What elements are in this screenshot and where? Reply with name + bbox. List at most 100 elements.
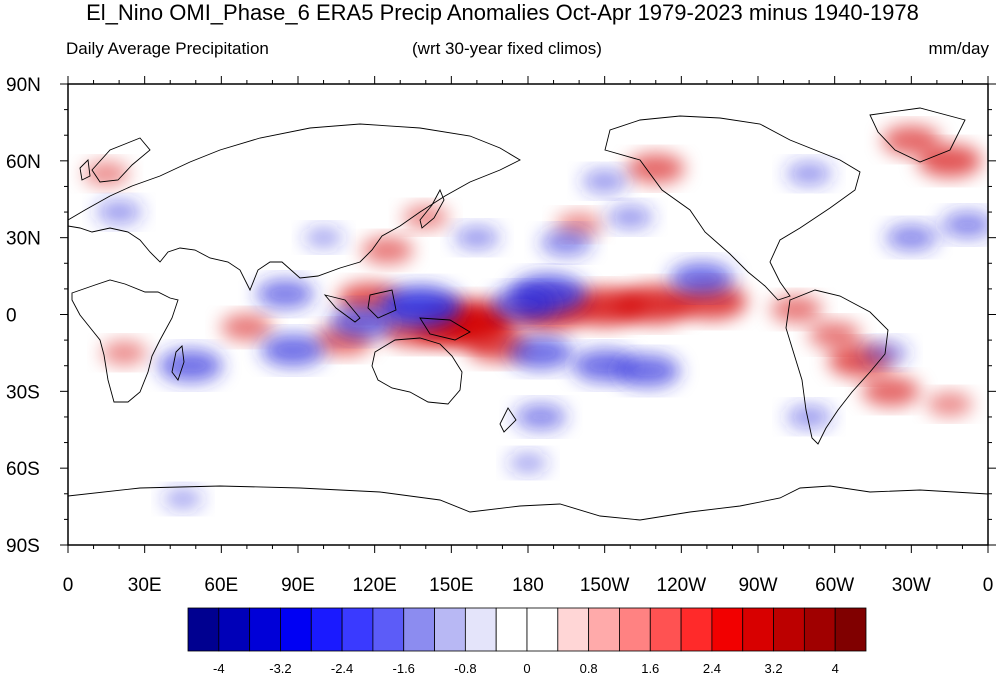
colorbar-label: -2.4	[331, 661, 353, 676]
lon-label: 0	[983, 575, 994, 596]
colorbar-swatch	[680, 607, 713, 652]
lat-label: 60S	[6, 459, 40, 480]
positive-anomaly	[402, 204, 449, 230]
coastline-new-guinea	[419, 317, 471, 341]
coastline-australia	[371, 337, 463, 405]
colorbar-swatch	[341, 607, 374, 652]
subtitle-left: Daily Average Precipitation	[66, 39, 269, 58]
negative-anomaly	[616, 354, 681, 388]
coastline-sumatra	[323, 294, 361, 323]
negative-anomaly	[540, 229, 593, 257]
units-label: mm/day	[928, 39, 989, 58]
negative-anomaly	[862, 340, 909, 366]
negative-anomaly	[786, 161, 833, 186]
colorbar-swatch	[649, 607, 682, 652]
negative-anomaly	[941, 211, 988, 239]
coastline-africa	[71, 279, 179, 403]
positive-anomaly	[770, 295, 823, 323]
coastline-south-america	[785, 289, 889, 445]
lon-label: 150E	[429, 575, 473, 596]
negative-anomaly	[508, 452, 548, 474]
lon-label: 30E	[128, 575, 162, 596]
coastline-japan	[419, 188, 445, 229]
lon-label: 180	[512, 575, 544, 596]
axis-ticks	[60, 76, 996, 553]
lon-label: 60W	[815, 575, 854, 596]
lon-label: 0	[63, 575, 74, 596]
map-title: El_Nino OMI_Phase_6 ERA5 Precip Anomalie…	[86, 0, 919, 25]
coastline-new-zealand	[499, 407, 517, 433]
colorbar	[187, 607, 867, 652]
lat-label: 90N	[6, 75, 41, 96]
colorbar-label: 1.6	[641, 661, 659, 676]
lon-label: 90W	[738, 575, 777, 596]
positive-anomaly	[101, 340, 148, 366]
negative-anomaly	[514, 403, 567, 431]
colorbar-label: -4	[213, 661, 225, 676]
positive-anomaly	[617, 285, 694, 324]
colorbar-swatch	[619, 607, 651, 652]
negative-anomaly	[885, 224, 938, 252]
coastline-eurasia	[68, 123, 521, 292]
colorbar-swatch	[280, 607, 312, 652]
lat-label: 30N	[6, 229, 41, 250]
colorbar-swatch	[218, 607, 251, 652]
coastline-borneo	[367, 289, 397, 319]
positive-anomaly	[220, 313, 273, 341]
negative-anomaly	[158, 349, 223, 383]
lon-label: 30W	[892, 575, 931, 596]
colorbar-label: -1.6	[393, 661, 415, 676]
colorbar-label: -0.8	[454, 661, 476, 676]
subtitle-center: (wrt 30-year fixed climos)	[412, 39, 602, 58]
negative-anomaly	[453, 225, 500, 250]
lon-label: 120W	[657, 575, 707, 596]
lon-label: 90E	[281, 575, 315, 596]
positive-anomaly	[926, 391, 973, 417]
colorbar-label: 0.8	[580, 661, 598, 676]
coastline-madagascar	[171, 345, 185, 381]
colorbar-swatch	[588, 607, 620, 652]
colorbar-swatch	[773, 607, 805, 652]
negative-anomaly	[256, 279, 315, 310]
lon-label: 60E	[204, 575, 238, 596]
negative-anomaly	[669, 262, 734, 296]
longitude-labels: 0 30E 60E 90E 120E 150E 180 150W 120W 90W 60W 30W 0	[63, 575, 994, 596]
latitude-labels: 90N 60N 30N 0 30S 60S 90S	[6, 75, 41, 557]
negative-anomaly	[786, 404, 833, 430]
negative-anomaly	[490, 287, 555, 321]
colorbar-swatch	[249, 607, 281, 652]
colorbar-swatch	[834, 607, 867, 652]
lat-label: 0	[6, 306, 17, 327]
colorbar-label: 0	[523, 661, 530, 676]
colorbar-swatch	[803, 607, 836, 652]
negative-anomaly	[329, 305, 394, 339]
positive-anomaly	[361, 236, 414, 265]
lat-label: 30S	[6, 382, 40, 403]
negative-anomaly	[607, 204, 654, 230]
negative-anomaly	[581, 169, 628, 194]
colorbar-label: 2.4	[703, 661, 721, 676]
colorbar-swatch	[557, 607, 590, 652]
positive-anomaly	[808, 321, 861, 349]
coastline-greenland	[869, 107, 966, 163]
coastline-uk	[79, 159, 91, 181]
colorbar-label: 4	[832, 661, 839, 676]
colorbar-swatch	[372, 607, 405, 652]
positive-anomaly	[917, 144, 982, 178]
positive-anomaly	[83, 161, 130, 186]
colorbar-swatch	[434, 607, 466, 652]
colorbar-swatch	[742, 607, 774, 652]
colorbar-label: -3.2	[269, 661, 291, 676]
colorbar-swatch	[187, 607, 220, 652]
lat-label: 60N	[6, 152, 41, 173]
lat-label: 90S	[6, 536, 40, 557]
negative-anomaly	[260, 333, 325, 367]
coastline-scandinavia	[91, 137, 151, 183]
lon-label: 120E	[352, 575, 396, 596]
negative-anomaly	[163, 488, 203, 510]
positive-anomaly	[861, 376, 920, 407]
negative-anomaly	[96, 199, 143, 225]
colorbar-swatch	[495, 607, 528, 652]
colorbar-label: 3.2	[765, 661, 783, 676]
